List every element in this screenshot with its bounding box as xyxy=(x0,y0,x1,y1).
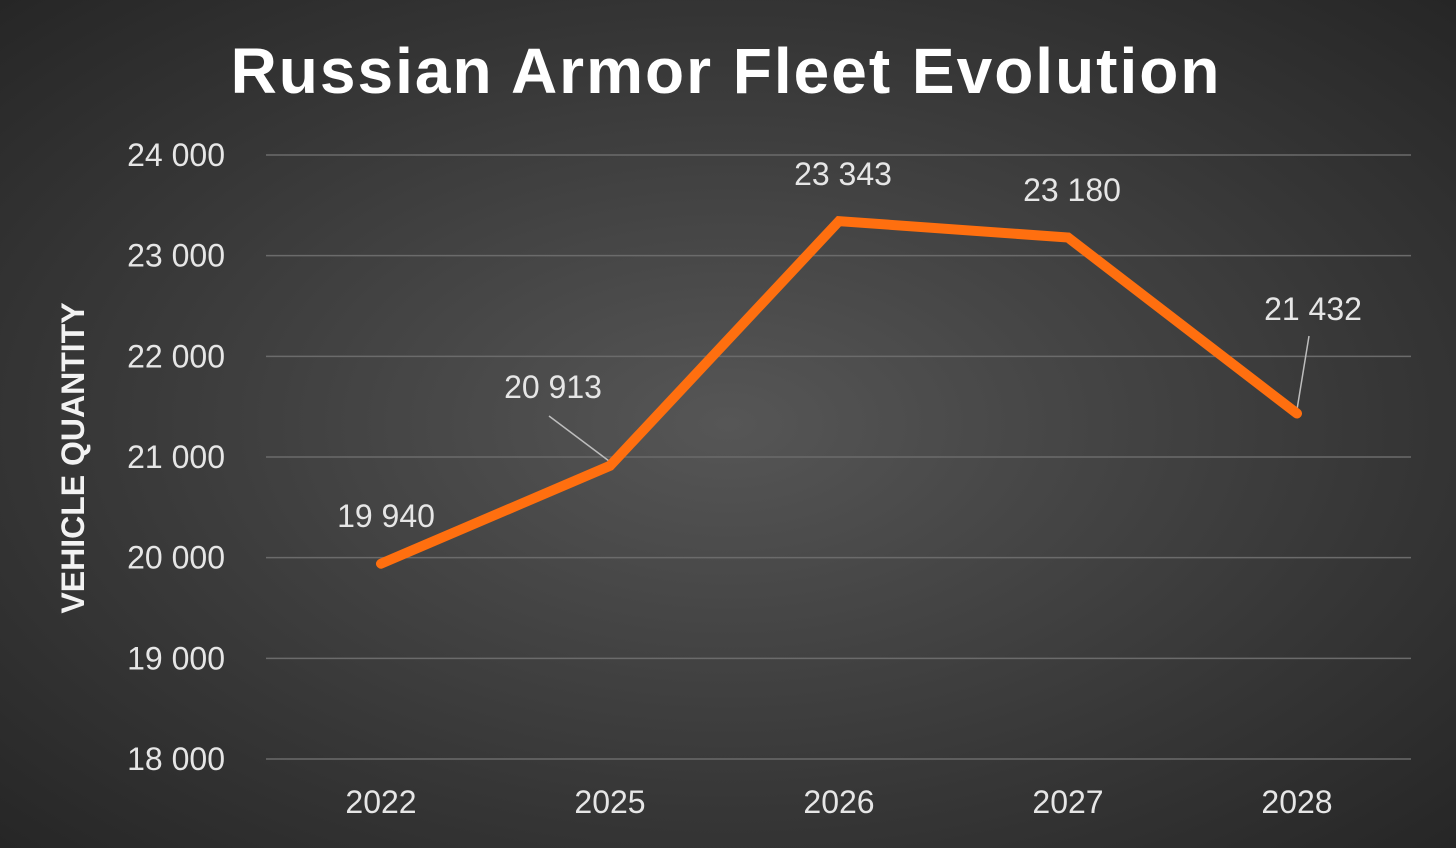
data-labels: 19 940 20 913 23 343 23 180 21 432 xyxy=(337,156,1362,534)
data-point xyxy=(379,561,383,566)
leader-line xyxy=(548,415,611,463)
x-tick-label: 2026 xyxy=(803,784,874,820)
y-tick-label: 20 000 xyxy=(127,540,225,576)
data-point xyxy=(1295,411,1299,416)
data-point xyxy=(1066,235,1070,240)
data-point xyxy=(837,219,841,224)
data-point xyxy=(608,463,612,468)
y-tick-label: 23 000 xyxy=(127,238,225,274)
data-label: 23 180 xyxy=(1023,172,1121,208)
data-label: 20 913 xyxy=(504,369,602,405)
x-tick-label: 2025 xyxy=(574,784,645,820)
data-label: 23 343 xyxy=(794,156,892,192)
y-tick-label: 24 000 xyxy=(127,137,225,173)
gridlines xyxy=(266,154,1411,760)
y-tick-label: 19 000 xyxy=(127,640,225,676)
x-axis-ticks: 2022 2025 2026 2027 2028 xyxy=(345,784,1332,820)
data-label: 19 940 xyxy=(337,498,435,534)
series-layer xyxy=(376,215,1302,569)
x-tick-label: 2028 xyxy=(1261,784,1332,820)
y-axis-ticks: 18 000 19 000 20 000 21 000 22 000 23 000 24 0… xyxy=(127,137,225,777)
chart-title: Russian Armor Fleet Evolution xyxy=(231,35,1222,107)
x-tick-label: 2027 xyxy=(1032,784,1103,820)
leader-line xyxy=(1296,335,1310,410)
data-label: 21 432 xyxy=(1264,291,1362,327)
x-tick-label: 2022 xyxy=(345,784,416,820)
label-leader-lines xyxy=(548,335,1310,463)
y-tick-label: 18 000 xyxy=(127,741,225,777)
y-tick-label: 22 000 xyxy=(127,338,225,374)
y-tick-label: 21 000 xyxy=(127,439,225,475)
y-axis-label: VEHICLE QUANTITY xyxy=(55,302,91,613)
